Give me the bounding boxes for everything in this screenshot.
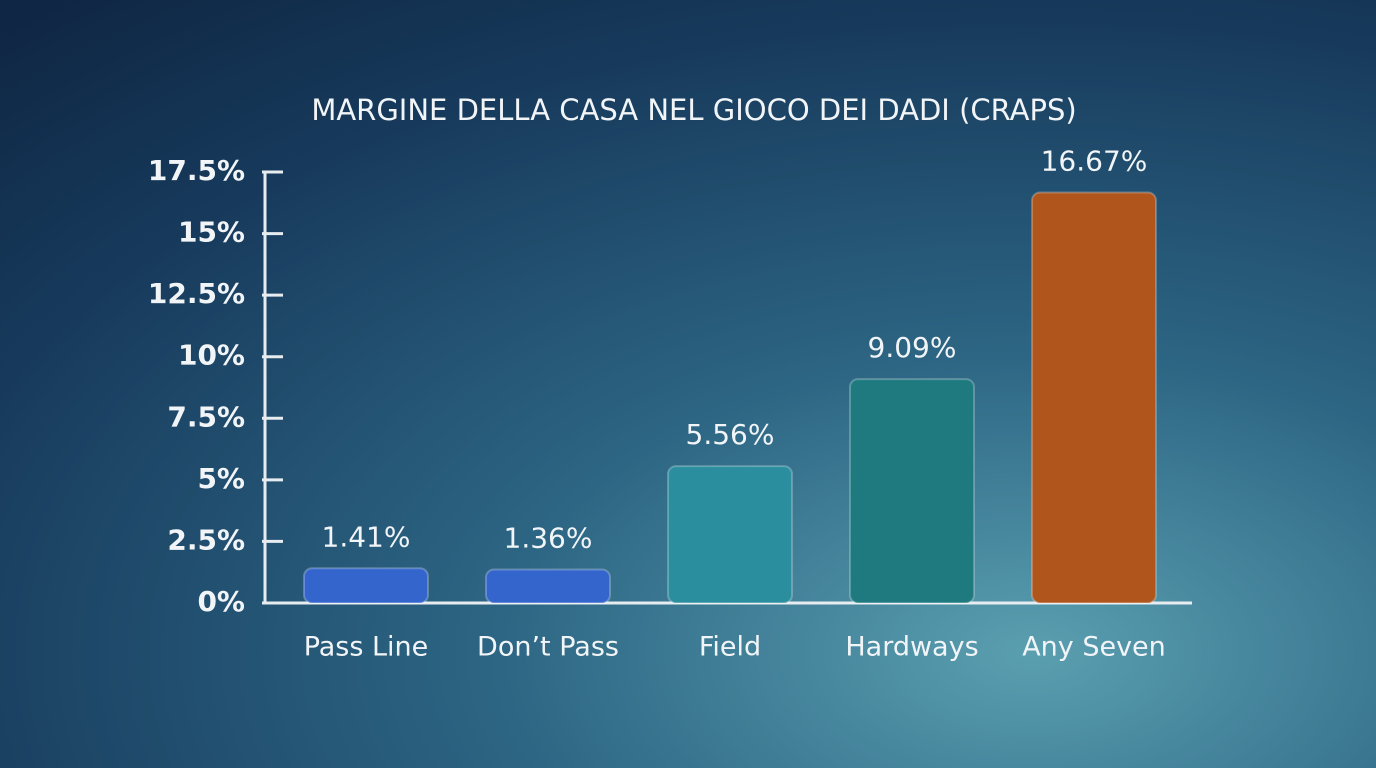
- bar: [485, 568, 611, 604]
- bar: [849, 378, 975, 604]
- x-tick-label: Field: [699, 632, 761, 663]
- x-tick-label: Pass Line: [304, 632, 429, 663]
- value-label: 1.41%: [322, 520, 411, 553]
- x-tick-label: Don’t Pass: [477, 632, 619, 663]
- y-tick-label: 0%: [197, 585, 245, 618]
- y-tick-label: 5%: [197, 462, 245, 495]
- value-label: 16.67%: [1041, 144, 1148, 177]
- value-label: 5.56%: [686, 418, 775, 451]
- bar: [667, 465, 793, 605]
- value-label: 1.36%: [504, 522, 593, 555]
- bar: [303, 567, 429, 605]
- y-tick-label: 2.5%: [167, 523, 245, 556]
- bar: [1031, 191, 1157, 604]
- x-tick-label: Hardways: [845, 632, 978, 663]
- y-tick-label: 12.5%: [148, 277, 245, 310]
- chart-title: MARGINE DELLA CASA NEL GIOCO DEI DADI (C…: [311, 93, 1076, 127]
- y-tick-label: 7.5%: [167, 400, 245, 433]
- y-tick-label: 10%: [178, 339, 245, 372]
- y-tick-label: 17.5%: [148, 154, 245, 187]
- x-tick-label: Any Seven: [1022, 632, 1166, 663]
- value-label: 9.09%: [868, 331, 957, 364]
- y-tick-label: 15%: [178, 216, 245, 249]
